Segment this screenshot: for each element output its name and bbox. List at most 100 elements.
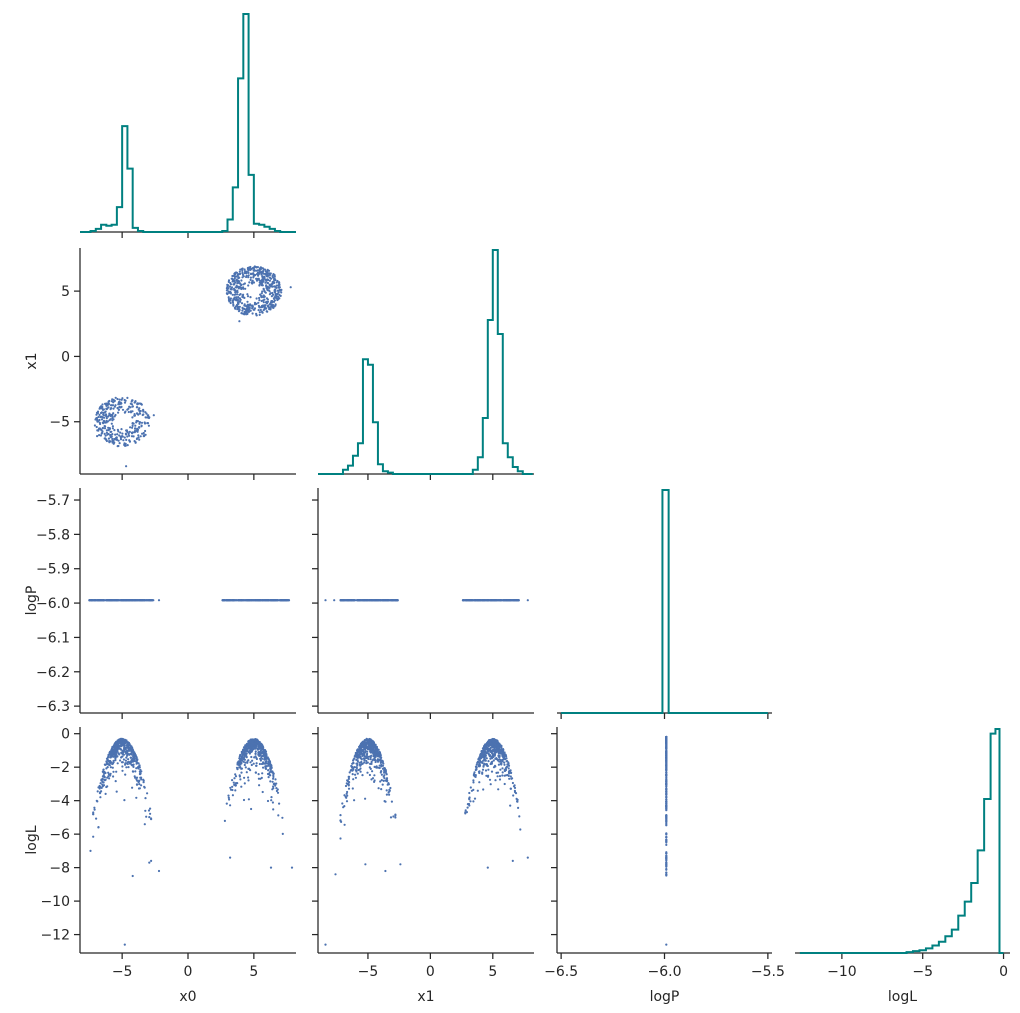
data-point: [108, 777, 111, 780]
x-tick-label: −10: [827, 964, 857, 980]
data-point: [131, 764, 134, 767]
data-point: [269, 780, 272, 783]
data-point: [122, 758, 125, 761]
data-point: [131, 405, 134, 408]
data-point: [139, 402, 142, 405]
data-point: [665, 780, 668, 783]
data-point: [114, 599, 117, 602]
data-point: [105, 757, 109, 760]
data-point: [341, 802, 344, 805]
data-point: [374, 753, 377, 756]
data-point: [339, 837, 342, 840]
data-point: [117, 444, 120, 448]
data-point: [123, 443, 126, 446]
data-point: [255, 266, 258, 269]
data-point: [237, 307, 240, 310]
data-point: [363, 747, 366, 750]
data-point: [373, 599, 376, 602]
data-point: [490, 761, 493, 764]
data-point: [143, 785, 146, 788]
data-point: [665, 745, 668, 748]
data-point: [246, 599, 249, 602]
data-point: [665, 756, 668, 760]
data-point: [127, 410, 130, 414]
data-point: [665, 736, 668, 739]
data-point: [114, 780, 117, 783]
data-point: [483, 753, 486, 756]
data-point: [665, 760, 668, 763]
data-point: [351, 769, 354, 772]
data-point: [118, 741, 121, 744]
data-point: [132, 599, 135, 602]
data-point: [504, 767, 507, 770]
data-point: [265, 285, 268, 288]
data-point: [131, 424, 134, 427]
data-point: [253, 739, 257, 742]
data-point: [235, 296, 238, 299]
data-point: [231, 794, 234, 797]
data-point: [507, 764, 510, 767]
data-point: [104, 771, 107, 775]
y-tick-label: −5.9: [36, 562, 70, 578]
data-point: [509, 599, 512, 602]
data-point: [665, 802, 668, 805]
data-point: [229, 786, 232, 789]
data-point: [389, 786, 392, 790]
data-point: [503, 782, 506, 786]
data-point: [260, 299, 263, 303]
data-point: [514, 599, 517, 602]
data-point: [239, 757, 242, 760]
data-point: [665, 843, 668, 847]
data-point: [277, 295, 280, 299]
data-point: [240, 279, 243, 282]
y-tick-label: −10: [40, 894, 70, 910]
data-point: [243, 776, 246, 779]
data-point: [138, 426, 141, 429]
data-point: [237, 296, 240, 299]
data-point: [140, 421, 144, 424]
data-point: [264, 281, 267, 284]
data-point: [114, 755, 117, 758]
data-point: [273, 782, 276, 786]
data-point: [264, 306, 267, 309]
data-point: [388, 793, 391, 796]
data-point: [279, 599, 282, 602]
data-point: [101, 778, 104, 781]
data-point: [493, 742, 496, 746]
data-point: [377, 748, 380, 751]
data-point: [360, 741, 363, 744]
data-point: [106, 599, 110, 602]
data-point: [128, 430, 131, 433]
data-point: [394, 816, 397, 819]
data-point: [501, 774, 504, 777]
data-point: [495, 741, 498, 744]
data-point: [228, 798, 231, 801]
scatter-points-x1-logP: [324, 599, 529, 602]
data-point: [119, 436, 122, 439]
data-point: [271, 780, 274, 783]
data-point: [241, 751, 244, 755]
data-point: [146, 416, 149, 419]
data-point: [266, 799, 270, 803]
data-point: [385, 793, 388, 796]
data-point: [265, 297, 269, 300]
data-point: [491, 737, 494, 741]
data-point: [377, 766, 380, 769]
data-point: [277, 814, 280, 817]
x-tick-label: 5: [249, 964, 258, 980]
data-point: [119, 431, 122, 434]
data-point: [259, 599, 262, 602]
data-point: [99, 411, 103, 415]
data-point: [484, 769, 488, 772]
data-point: [134, 400, 137, 403]
data-point: [229, 283, 233, 286]
data-point: [136, 758, 139, 761]
data-point: [243, 763, 246, 767]
data-point: [108, 761, 111, 764]
data-point: [468, 791, 471, 795]
scatter-points-logP-logL: [665, 735, 668, 946]
data-point: [359, 770, 362, 773]
data-point: [97, 429, 100, 432]
data-point: [273, 599, 276, 602]
data-point: [260, 272, 263, 275]
